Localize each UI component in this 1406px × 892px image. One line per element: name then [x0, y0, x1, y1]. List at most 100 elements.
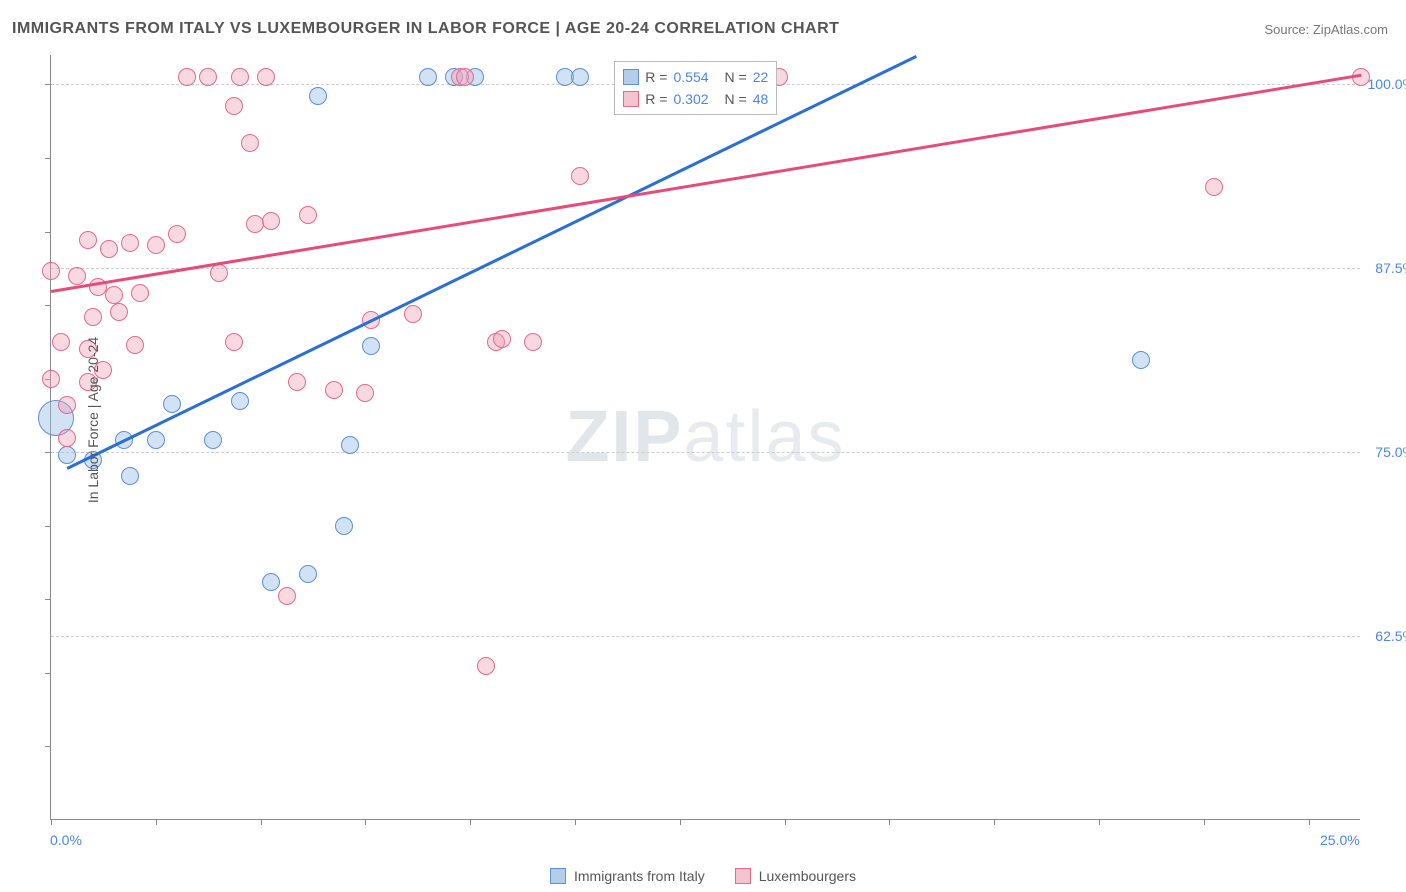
data-point: [58, 396, 76, 414]
data-point: [356, 384, 374, 402]
x-tick: [680, 819, 681, 825]
stats-r-label: R =: [645, 66, 667, 88]
data-point: [199, 68, 217, 86]
data-point: [278, 587, 296, 605]
y-tick: [45, 746, 51, 747]
data-point: [204, 431, 222, 449]
data-point: [262, 573, 280, 591]
data-point: [341, 436, 359, 454]
stats-n-value: 48: [753, 88, 769, 110]
x-tick: [156, 819, 157, 825]
data-point: [257, 68, 275, 86]
chart-container: IMMIGRANTS FROM ITALY VS LUXEMBOURGER IN…: [0, 0, 1406, 892]
plot-area: ZIPatlas 62.5%75.0%87.5%100.0%R = 0.554N…: [50, 55, 1360, 820]
chart-title: IMMIGRANTS FROM ITALY VS LUXEMBOURGER IN…: [12, 20, 839, 38]
data-point: [131, 284, 149, 302]
x-tick-label: 25.0%: [1320, 832, 1360, 848]
data-point: [100, 240, 118, 258]
y-tick-label: 75.0%: [1375, 444, 1406, 460]
data-point: [231, 392, 249, 410]
data-point: [477, 657, 495, 675]
stats-n-label: N =: [725, 88, 747, 110]
stats-swatch: [623, 69, 639, 85]
stats-swatch: [623, 91, 639, 107]
data-point: [225, 333, 243, 351]
stats-n-value: 22: [753, 66, 769, 88]
x-tick-label: 0.0%: [50, 832, 82, 848]
data-point: [52, 333, 70, 351]
x-tick: [470, 819, 471, 825]
data-point: [210, 264, 228, 282]
data-point: [325, 381, 343, 399]
data-point: [121, 467, 139, 485]
stats-n-label: N =: [725, 66, 747, 88]
y-tick-label: 100.0%: [1368, 76, 1406, 92]
data-point: [524, 333, 542, 351]
stats-row: R = 0.554 N = 22: [623, 66, 768, 88]
legend-swatch-luxembourgers: [735, 868, 751, 884]
data-point: [121, 234, 139, 252]
data-point: [262, 212, 280, 230]
y-tick: [45, 84, 51, 85]
stats-r-value: 0.302: [673, 88, 708, 110]
data-point: [1205, 178, 1223, 196]
data-point: [404, 305, 422, 323]
legend-label-italy: Immigrants from Italy: [574, 868, 705, 884]
y-tick: [45, 305, 51, 306]
stats-box: R = 0.554 N = 22R = 0.302 N = 48: [614, 61, 777, 115]
data-point: [1132, 351, 1150, 369]
y-tick: [45, 232, 51, 233]
data-point: [42, 262, 60, 280]
data-point: [225, 97, 243, 115]
data-point: [335, 517, 353, 535]
x-tick: [785, 819, 786, 825]
data-point: [241, 134, 259, 152]
data-point: [231, 68, 249, 86]
data-point: [58, 446, 76, 464]
stats-r-value: 0.554: [673, 66, 708, 88]
data-point: [362, 337, 380, 355]
data-point: [68, 267, 86, 285]
data-point: [419, 68, 437, 86]
x-tick: [365, 819, 366, 825]
y-tick-label: 62.5%: [1375, 628, 1406, 644]
y-axis-label: In Labor Force | Age 20-24: [85, 337, 101, 503]
y-tick: [45, 673, 51, 674]
x-tick: [1309, 819, 1310, 825]
legend-swatch-italy: [550, 868, 566, 884]
x-tick: [1099, 819, 1100, 825]
gridline: [51, 268, 1360, 269]
y-tick-label: 87.5%: [1375, 260, 1406, 276]
data-point: [456, 68, 474, 86]
data-point: [79, 231, 97, 249]
y-tick: [45, 158, 51, 159]
x-tick: [994, 819, 995, 825]
data-point: [147, 431, 165, 449]
data-point: [126, 336, 144, 354]
legend-label-luxembourgers: Luxembourgers: [759, 868, 856, 884]
data-point: [299, 565, 317, 583]
x-tick: [51, 819, 52, 825]
source-label: Source: ZipAtlas.com: [1264, 22, 1388, 37]
y-tick: [45, 599, 51, 600]
data-point: [571, 68, 589, 86]
stats-row: R = 0.302N = 48: [623, 88, 768, 110]
y-tick: [45, 452, 51, 453]
data-point: [178, 68, 196, 86]
data-point: [42, 370, 60, 388]
data-point: [58, 429, 76, 447]
x-tick: [261, 819, 262, 825]
y-tick: [45, 526, 51, 527]
x-tick: [889, 819, 890, 825]
data-point: [309, 87, 327, 105]
data-point: [163, 395, 181, 413]
watermark-thin: atlas: [683, 397, 845, 477]
legend-item-italy: Immigrants from Italy: [550, 868, 705, 884]
x-tick: [1204, 819, 1205, 825]
data-point: [84, 308, 102, 326]
x-tick: [575, 819, 576, 825]
trendline: [66, 55, 916, 469]
gridline: [51, 636, 1360, 637]
data-point: [571, 167, 589, 185]
data-point: [147, 236, 165, 254]
